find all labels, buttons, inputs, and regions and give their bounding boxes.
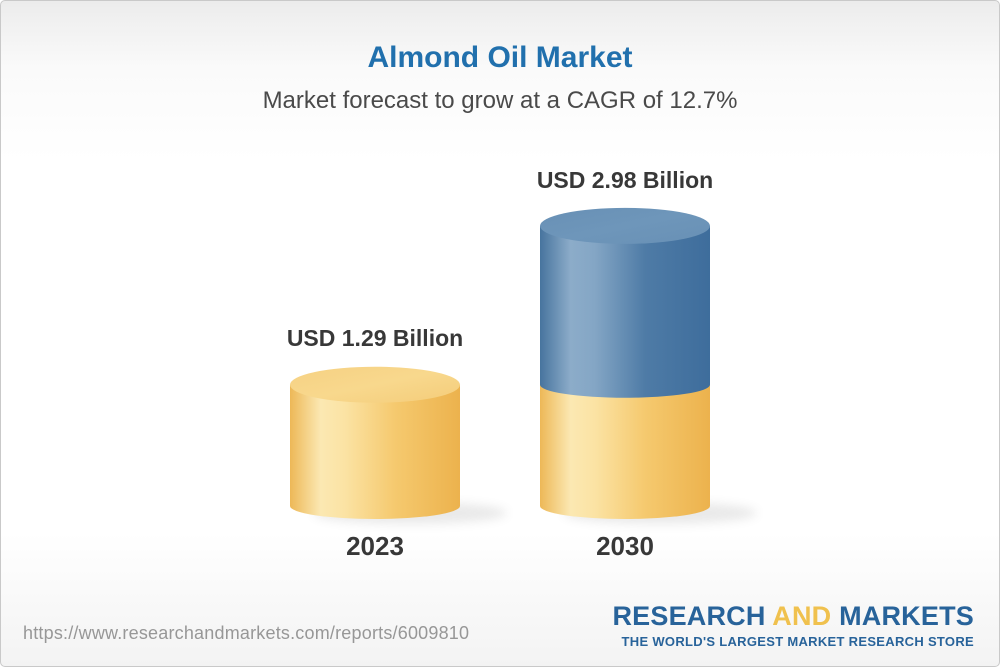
page-subtitle: Market forecast to grow at a CAGR of 12.…	[262, 87, 738, 114]
logo-wordmark: RESEARCH AND MARKETS	[612, 601, 974, 632]
research-and-markets-logo: RESEARCH AND MARKETS THE WORLD'S LARGEST…	[612, 601, 974, 649]
cylinder-2030-growth-segment	[540, 225, 710, 398]
cylinder-2030-base-segment	[540, 382, 710, 519]
logo-tagline: THE WORLD'S LARGEST MARKET RESEARCH STOR…	[621, 633, 974, 649]
axis-label-2023: 2023	[346, 531, 404, 561]
axis-label-2030: 2030	[596, 531, 654, 561]
logo-word-markets: MARKETS	[839, 601, 974, 631]
cylinder-2023-top	[290, 366, 460, 403]
cylinder-2023-body	[290, 384, 460, 519]
value-label-2030: USD 2.98 Billion	[536, 167, 714, 193]
report-url[interactable]: https://www.researchandmarkets.com/repor…	[23, 623, 470, 643]
logo-word-research: RESEARCH	[612, 601, 766, 631]
value-label-2023: USD 1.29 Billion	[286, 325, 464, 351]
logo-word-and: AND	[772, 601, 832, 631]
page-title: Almond Oil Market	[367, 41, 633, 74]
bars-group	[290, 207, 757, 524]
cylinder-2030-top	[540, 207, 710, 244]
